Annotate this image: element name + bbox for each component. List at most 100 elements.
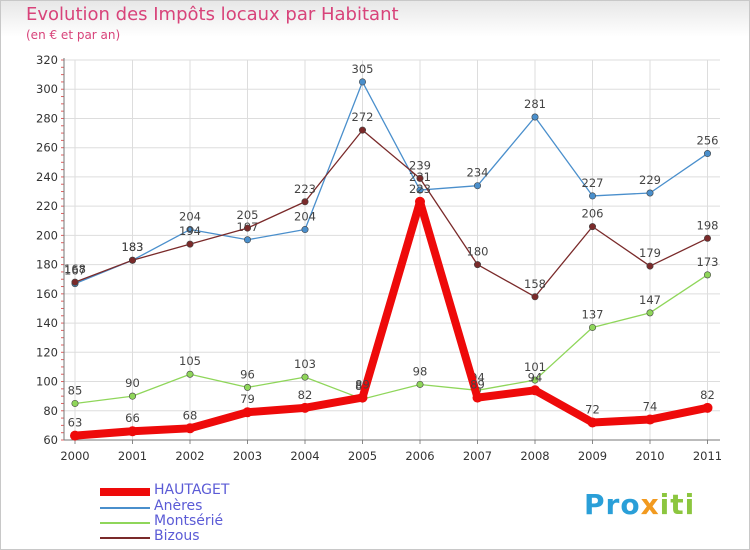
data-point [186, 370, 194, 378]
data-point [588, 223, 596, 231]
data-label: 223 [294, 182, 316, 196]
data-label: 206 [582, 207, 604, 221]
data-label: 72 [585, 402, 600, 416]
data-label: 183 [122, 240, 144, 254]
data-label: 90 [125, 376, 140, 390]
logo-part-2: x [640, 488, 660, 521]
series-line-montsérié [74, 274, 709, 405]
data-label: 66 [125, 411, 140, 425]
data-point [646, 189, 654, 197]
data-label: 180 [467, 245, 489, 259]
x-tick-label: 2005 [348, 449, 377, 463]
data-point [703, 234, 711, 242]
y-tick-label: 220 [36, 199, 58, 213]
data-point [244, 383, 252, 391]
data-label: 198 [697, 218, 719, 232]
data-point [646, 309, 654, 317]
data-point [71, 278, 79, 286]
x-tick-label: 2006 [405, 449, 434, 463]
x-tick-label: 2001 [118, 449, 147, 463]
logo-part-3: iti [659, 488, 696, 521]
y-tick-label: 320 [36, 53, 58, 67]
data-point [186, 240, 194, 248]
x-tick-label: 2003 [233, 449, 262, 463]
data-point [415, 196, 425, 207]
y-tick-label: 160 [36, 287, 58, 301]
data-label: 281 [524, 97, 546, 111]
data-point [703, 150, 711, 158]
series-line-bizous [74, 129, 709, 298]
y-tick-label: 280 [36, 111, 58, 125]
data-label: 183 [122, 240, 144, 254]
x-tick-label: 2011 [693, 449, 722, 463]
proxiti-logo: Proxiti [584, 488, 695, 521]
data-label: 137 [582, 307, 604, 321]
data-label: 94 [528, 370, 543, 384]
data-label: 89 [355, 378, 370, 392]
data-point [645, 414, 655, 425]
series-line-hautaget [71, 197, 712, 440]
x-tick-label: 2010 [635, 449, 664, 463]
y-tick-label: 300 [36, 82, 58, 96]
data-label: 105 [179, 354, 201, 368]
legend-item-monteserie: Montsérié [100, 513, 300, 530]
legend-swatch-monteserie [100, 522, 150, 524]
x-tick-label: 2008 [520, 449, 549, 463]
data-label: 256 [697, 134, 719, 148]
data-point [242, 407, 253, 418]
data-label: 79 [240, 392, 255, 406]
data-point [588, 192, 596, 200]
data-point [530, 385, 540, 396]
data-point [129, 256, 137, 264]
y-tick-label: 60 [43, 433, 58, 447]
legend-swatch-aneres [100, 507, 150, 509]
data-label: 82 [298, 388, 313, 402]
data-label: 101 [524, 360, 546, 374]
data-point [703, 271, 711, 279]
legend-label-bizous: Bizous [154, 528, 200, 544]
chart-title: Evolution des Impôts locaux par Habitant [26, 4, 399, 25]
legend-label-monteserie: Montsérié [154, 513, 224, 529]
data-point [473, 261, 481, 269]
data-point [473, 182, 481, 190]
data-label: 168 [64, 262, 86, 276]
data-point [531, 293, 539, 301]
y-tick-label: 200 [36, 228, 58, 242]
data-label: 85 [68, 383, 83, 397]
data-label: 167 [64, 264, 86, 278]
data-point [301, 226, 309, 234]
data-point [358, 126, 366, 134]
data-label: 223 [409, 182, 431, 196]
data-label: 147 [639, 293, 661, 307]
y-tick-label: 240 [36, 170, 58, 184]
data-label: 98 [413, 364, 428, 378]
data-point [185, 423, 195, 434]
legend-item-aneres: Anères [100, 499, 300, 515]
y-tick-label: 120 [36, 345, 58, 359]
plot-area [64, 60, 720, 440]
data-label: 194 [179, 224, 201, 238]
data-point [531, 113, 539, 121]
data-label: 234 [467, 166, 489, 180]
legend-swatch-hautaget [100, 488, 150, 496]
data-point [70, 430, 80, 441]
logo-part-1: Pro [584, 488, 641, 521]
data-point [244, 224, 252, 232]
data-label: 173 [697, 255, 719, 269]
data-label: 68 [183, 408, 198, 422]
data-point [127, 426, 138, 437]
legend-swatch-bizous [100, 537, 150, 539]
data-point [588, 323, 596, 331]
x-tick-label: 2000 [60, 449, 89, 463]
data-point [472, 392, 483, 403]
legend-item-hautaget: HAUTAGET [100, 483, 300, 499]
y-tick-label: 140 [36, 316, 58, 330]
y-tick-label: 180 [36, 258, 58, 272]
data-point [416, 174, 424, 182]
chart-subtitle: (en € et par an) [26, 28, 121, 42]
data-point [301, 373, 309, 381]
x-tick-label: 2004 [290, 449, 319, 463]
data-label: 63 [68, 416, 83, 430]
data-label: 74 [643, 400, 658, 414]
y-tick-label: 260 [36, 141, 58, 155]
